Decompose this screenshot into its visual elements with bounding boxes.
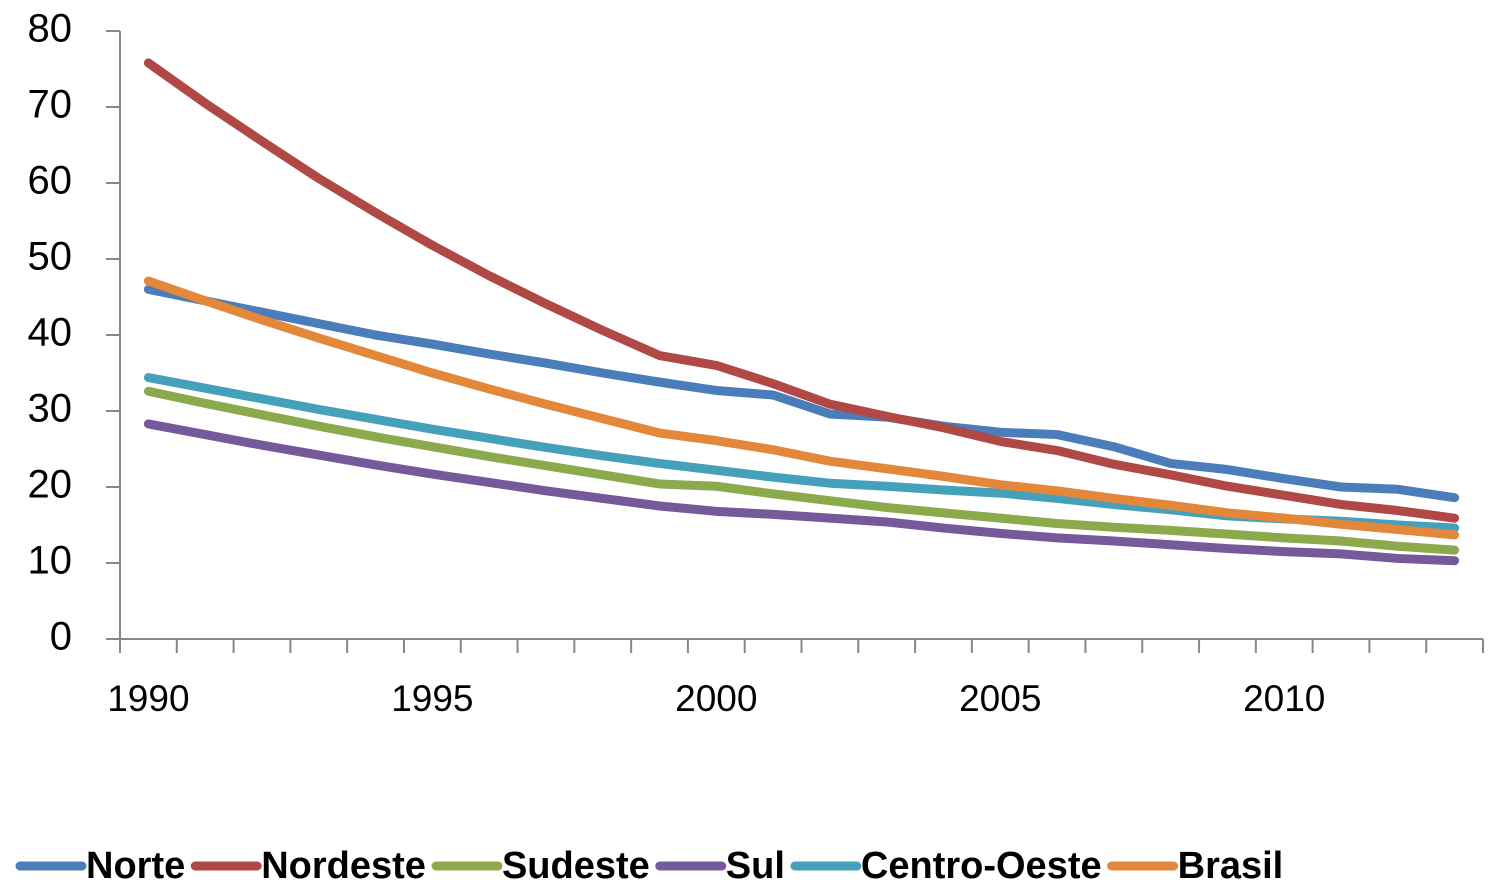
series-line	[143, 58, 1460, 523]
x-tick-label: 2000	[675, 678, 757, 719]
y-tick-label: 50	[28, 235, 73, 279]
legend-label: Norte	[86, 845, 185, 887]
x-tick-label: 1990	[107, 678, 189, 719]
y-tick-label: 70	[28, 83, 73, 127]
legend-label: Centro-Oeste	[861, 845, 1102, 887]
x-tick-label: 1995	[391, 678, 473, 719]
y-tick-label: 60	[28, 159, 73, 203]
legend-label: Brasil	[1178, 845, 1284, 887]
y-tick-label: 0	[50, 615, 72, 659]
legend-label: Nordeste	[261, 845, 426, 887]
series-line	[143, 284, 1460, 503]
series-line	[143, 276, 1460, 540]
x-tick-label: 2010	[1243, 678, 1325, 719]
y-tick-label: 80	[28, 7, 73, 51]
series-line	[143, 419, 1460, 566]
y-tick-label: 20	[28, 463, 73, 507]
series-line	[143, 386, 1460, 555]
y-tick-label: 10	[28, 539, 73, 583]
y-tick-label: 40	[28, 311, 73, 355]
legend-label: Sudeste	[502, 845, 650, 887]
y-tick-label: 30	[28, 387, 73, 431]
legend-label: Sul	[726, 845, 785, 887]
x-tick-label: 2005	[959, 678, 1041, 719]
